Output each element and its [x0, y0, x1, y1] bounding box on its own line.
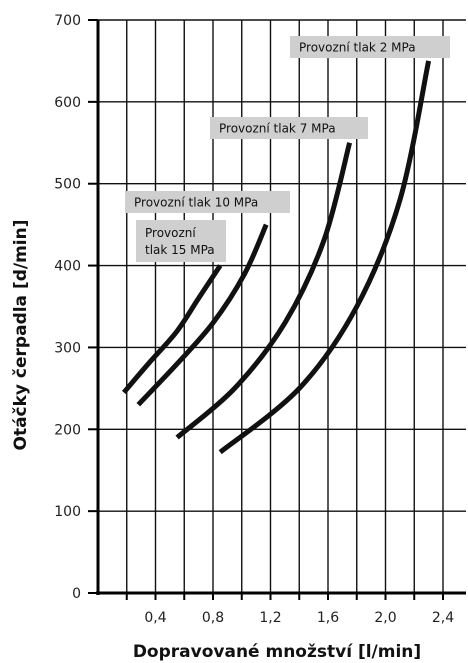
y-tick-label: 600 [54, 95, 81, 111]
y-tick-label: 200 [54, 422, 81, 438]
y-tick-label: 100 [54, 504, 81, 520]
x-tick-label: 2,4 [432, 610, 454, 626]
y-axis-title: Otáčky čerpadla [d/min] [11, 219, 31, 450]
y-tick-label: 500 [54, 177, 81, 193]
y-tick-label: 0 [72, 586, 81, 602]
series-line [121, 264, 223, 395]
x-tick-label: 1,6 [317, 610, 339, 626]
series-label-box [290, 36, 450, 58]
series-line [218, 60, 432, 455]
series-label-box [125, 191, 290, 213]
x-tick-label: 0,4 [144, 610, 166, 626]
x-axis-title: Dopravované množství [l/min] [133, 642, 421, 662]
x-tick-label: 0,8 [202, 610, 224, 626]
series-line [136, 223, 269, 407]
series-label: Provozní tlak 7 MPa [219, 122, 336, 136]
x-tick-label: 2,0 [374, 610, 396, 626]
series-label-box [210, 117, 368, 139]
series-label: Provozní tlak 2 MPa [299, 41, 416, 55]
axes [96, 20, 466, 595]
series-label: Provozní tlak 10 MPa [134, 196, 258, 210]
x-tick-label: 1,2 [259, 610, 281, 626]
series-line [175, 142, 353, 440]
series-label: Provozní [145, 226, 196, 240]
series-label-box [136, 220, 226, 262]
grid [98, 19, 466, 593]
series-label: tlak 15 MPa [145, 243, 215, 257]
y-tick-label: 400 [54, 259, 81, 275]
y-tick-label: 300 [54, 340, 81, 356]
curves [121, 60, 432, 455]
ticks: 0 100 200 300 400 500 600 700 0,4 0,8 1,2 1,6 2,0 2,4 [54, 13, 454, 626]
y-tick-label: 700 [54, 13, 81, 29]
series-labels: Provozní tlak 15 MPa Provozní tlak 10 MPa P… [125, 36, 450, 262]
